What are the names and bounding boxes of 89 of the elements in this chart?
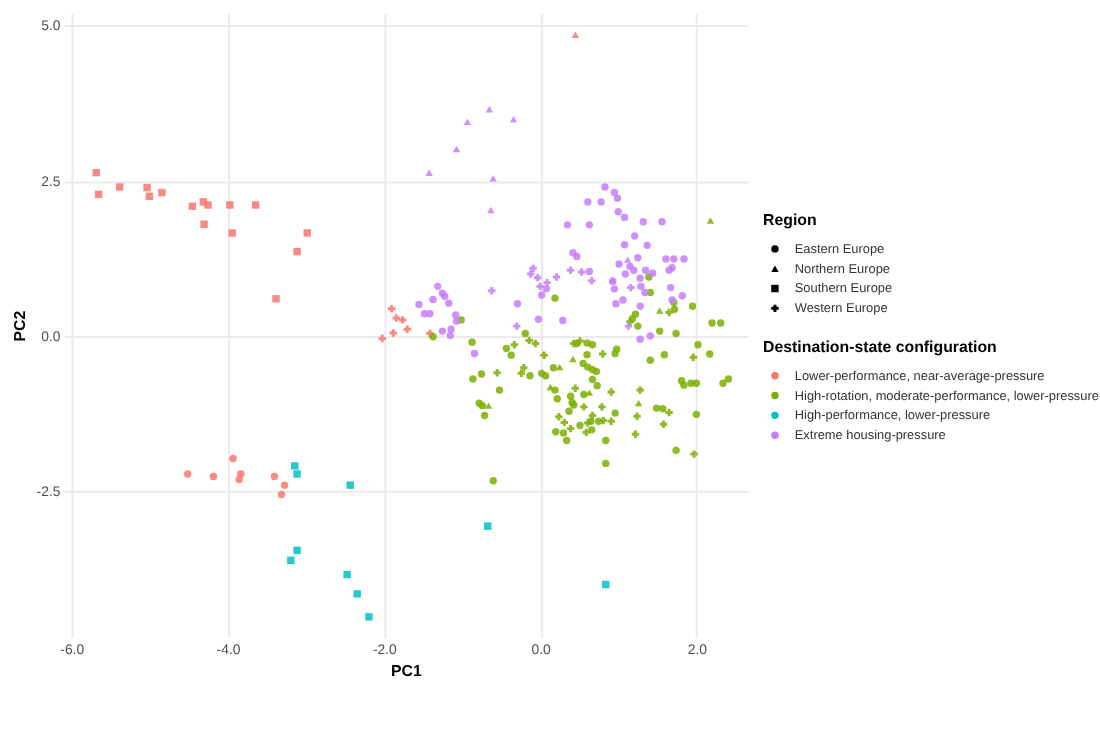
point bbox=[543, 278, 551, 287]
point bbox=[398, 316, 407, 324]
point bbox=[293, 247, 301, 256]
point bbox=[552, 273, 561, 281]
y-axis-title: PC2 bbox=[10, 309, 29, 342]
point bbox=[582, 428, 590, 437]
point bbox=[392, 314, 401, 322]
point bbox=[665, 408, 673, 417]
point bbox=[183, 470, 192, 478]
point bbox=[204, 201, 212, 209]
point bbox=[633, 412, 641, 420]
point bbox=[463, 118, 472, 125]
point bbox=[303, 229, 311, 237]
x-axis-title: PC1 bbox=[390, 662, 423, 680]
point bbox=[571, 384, 579, 392]
text: Destination-state configuration bbox=[763, 337, 997, 356]
point bbox=[665, 308, 673, 317]
point bbox=[403, 325, 411, 333]
point bbox=[585, 389, 594, 396]
point bbox=[534, 273, 542, 282]
point bbox=[531, 339, 540, 348]
point bbox=[280, 481, 289, 489]
point bbox=[555, 413, 563, 421]
point bbox=[387, 305, 396, 313]
point bbox=[425, 169, 433, 176]
point bbox=[293, 470, 301, 478]
text: Region bbox=[763, 211, 817, 230]
point bbox=[209, 472, 218, 481]
point bbox=[229, 454, 237, 463]
point bbox=[655, 307, 664, 314]
point bbox=[566, 424, 575, 433]
point bbox=[580, 403, 588, 411]
point bbox=[378, 334, 386, 343]
point bbox=[627, 283, 635, 292]
point bbox=[235, 475, 243, 484]
point bbox=[607, 417, 615, 425]
point bbox=[353, 590, 361, 598]
point bbox=[493, 369, 501, 377]
point bbox=[571, 31, 579, 38]
point bbox=[365, 613, 373, 621]
point bbox=[517, 369, 526, 378]
point bbox=[270, 472, 279, 481]
point bbox=[588, 411, 597, 420]
point bbox=[527, 270, 535, 278]
point bbox=[598, 350, 607, 358]
point bbox=[291, 462, 299, 470]
point bbox=[487, 287, 496, 295]
point bbox=[389, 329, 397, 337]
point bbox=[555, 363, 564, 371]
point bbox=[536, 282, 544, 291]
point bbox=[487, 206, 495, 214]
point bbox=[598, 403, 606, 411]
point bbox=[623, 256, 632, 263]
point bbox=[587, 277, 596, 285]
point bbox=[546, 383, 554, 391]
point bbox=[158, 188, 166, 197]
point bbox=[346, 481, 354, 489]
point bbox=[659, 420, 668, 428]
point bbox=[512, 322, 521, 330]
point bbox=[115, 183, 124, 191]
point bbox=[272, 295, 280, 303]
point bbox=[529, 264, 537, 273]
point bbox=[228, 229, 236, 237]
point bbox=[484, 402, 493, 409]
point bbox=[520, 364, 528, 372]
point bbox=[560, 418, 569, 427]
point bbox=[636, 386, 644, 394]
point bbox=[251, 201, 260, 209]
point bbox=[485, 106, 494, 113]
point bbox=[689, 353, 697, 361]
point bbox=[287, 556, 295, 565]
point bbox=[452, 145, 461, 153]
point bbox=[525, 336, 533, 345]
point bbox=[540, 351, 548, 360]
point bbox=[631, 430, 640, 438]
point bbox=[607, 388, 615, 396]
point bbox=[690, 450, 698, 458]
point bbox=[566, 266, 575, 274]
point bbox=[143, 183, 151, 192]
point bbox=[484, 522, 492, 530]
point bbox=[200, 220, 208, 228]
point bbox=[293, 546, 301, 555]
point bbox=[277, 490, 286, 499]
point bbox=[577, 268, 586, 276]
point bbox=[510, 341, 519, 349]
point bbox=[226, 201, 234, 209]
point bbox=[343, 570, 351, 579]
point bbox=[599, 416, 608, 425]
point bbox=[706, 217, 715, 224]
